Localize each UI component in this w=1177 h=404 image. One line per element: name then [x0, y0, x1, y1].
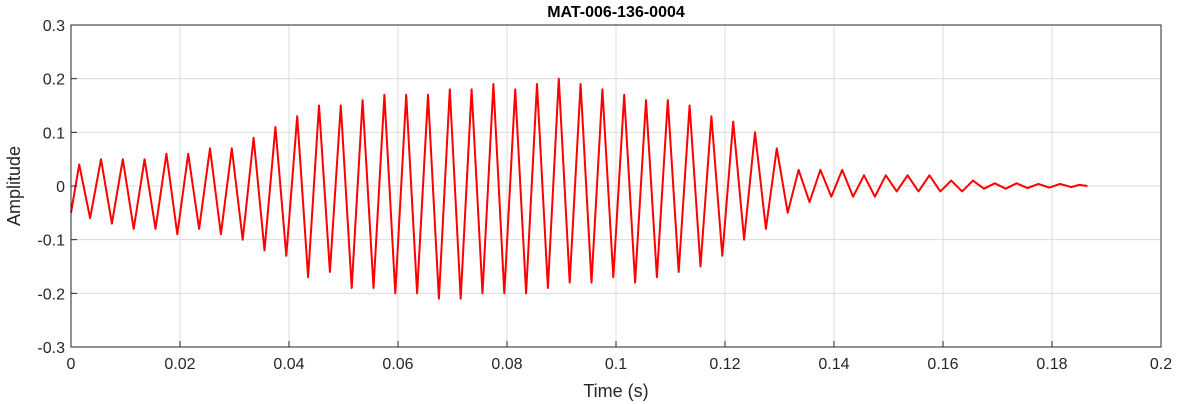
x-tick-label: 0.12 — [709, 356, 740, 373]
y-axis-label: Amplitude — [4, 146, 24, 226]
x-tick-label: 0.06 — [382, 356, 413, 373]
y-tick-label: -0.3 — [37, 340, 65, 357]
y-tick-label: 0.2 — [43, 72, 65, 89]
y-axis-ticks: -0.3 -0.2 -0.1 0 0.1 0.2 0.3 — [37, 18, 77, 357]
x-axis-label: Time (s) — [583, 381, 648, 401]
x-tick-label: 0.08 — [491, 356, 522, 373]
x-tick-label: 0.2 — [1150, 356, 1172, 373]
y-tick-label: -0.2 — [37, 286, 65, 303]
y-tick-label: -0.1 — [37, 233, 65, 250]
y-tick-label: 0.3 — [43, 18, 65, 35]
x-tick-label: 0.04 — [273, 356, 304, 373]
x-tick-label: 0.18 — [1036, 356, 1067, 373]
x-tick-label: 0.16 — [927, 356, 958, 373]
x-axis-ticks: 0 0.02 0.04 0.06 0.08 0.1 0.12 0.14 0.16 0.18 0.2 — [67, 341, 1172, 373]
y-tick-label: 0.1 — [43, 125, 65, 142]
x-tick-label: 0.02 — [164, 356, 195, 373]
x-tick-label: 0.1 — [605, 356, 627, 373]
x-tick-label: 0 — [67, 356, 76, 373]
series-line — [70, 77, 1088, 300]
x-tick-label: 0.14 — [818, 356, 849, 373]
y-tick-label: 0 — [56, 179, 65, 196]
series-group — [70, 77, 1088, 300]
chart-title: MAT-006-136-0004 — [547, 4, 685, 21]
